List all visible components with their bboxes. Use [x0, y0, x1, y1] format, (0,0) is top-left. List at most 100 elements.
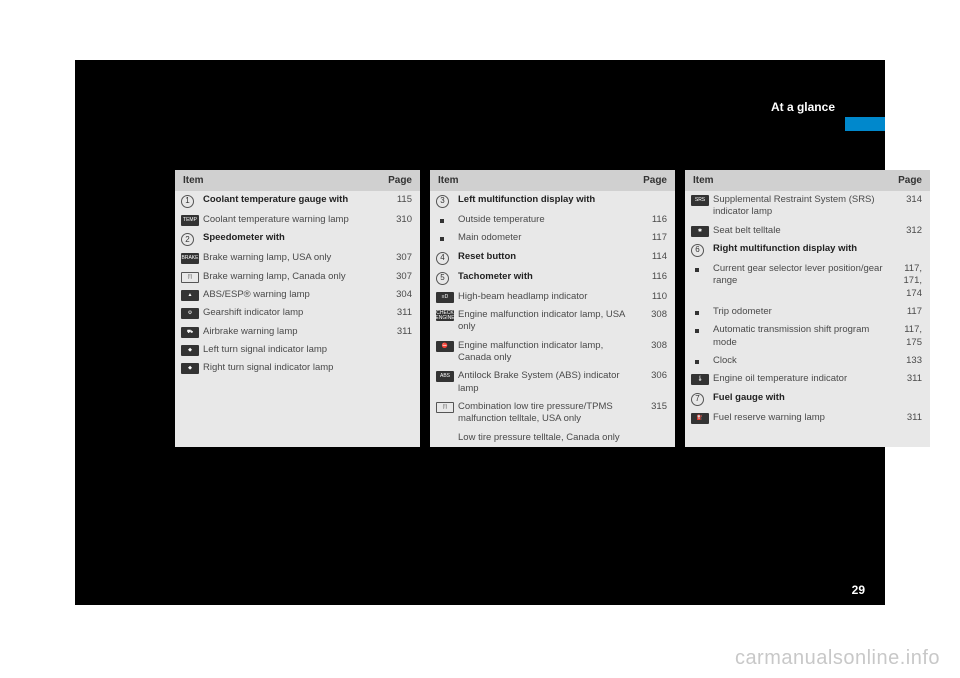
row-label: Combination low tire pressure/TPMS malfu… [458, 401, 633, 426]
reference-row: ⛽Fuel reserve warning lamp311 [685, 409, 930, 427]
indicator-icon: ⛟ [181, 327, 199, 338]
indicator-icon: (!) [436, 402, 454, 413]
row-marker: (!) [436, 401, 458, 413]
indicator-icon: TEMP [181, 215, 199, 226]
column-header: ItemPage [685, 170, 930, 191]
bullet-icon [440, 237, 444, 241]
row-label: Supplemental Restraint System (SRS) indi… [713, 194, 888, 219]
row-marker [436, 214, 458, 223]
reference-row: ⛟Airbrake warning lamp311 [175, 323, 420, 341]
row-marker: 3 [436, 194, 458, 208]
row-label: Seat belt telltale [713, 225, 888, 237]
reference-row: 6Right multifunction display with [685, 240, 930, 260]
row-page: 312 [888, 225, 922, 237]
row-marker: TEMP [181, 214, 203, 226]
reference-row: 3 Left multifunction display with [430, 191, 675, 211]
row-label: Left multifunction display with [458, 194, 633, 206]
row-page: 307 [378, 271, 412, 283]
columns-wrap: ItemPage 1 Coolant temperature gauge with 1… [175, 170, 930, 447]
reference-column: ItemPage1Coolant temperature gauge with1… [175, 170, 420, 447]
indicator-icon: SRS [691, 195, 709, 206]
reference-row: SRS Supplemental Restraint System (SRS) i… [685, 191, 930, 222]
row-label: Clock [713, 355, 888, 367]
row-page: 307 [378, 252, 412, 264]
indicator-icon: ⛔ [436, 341, 454, 352]
reference-row: 5Tachometer with116 [430, 268, 675, 288]
reference-row: ≡DHigh-beam headlamp indicator110 [430, 288, 675, 306]
reference-row: ⛔Engine malfunction indicator lamp, Cana… [430, 337, 675, 368]
reference-row: Clock133 [685, 352, 930, 370]
header-page-label: Page [377, 175, 412, 186]
row-page: 311 [378, 307, 412, 319]
reference-row: Current gear selector lever position/gea… [685, 260, 930, 303]
watermark: carmanualsonline.info [735, 647, 940, 670]
indicator-icon: ⛽ [691, 413, 709, 424]
row-page: 308 [633, 309, 667, 321]
reference-row: Main odometer117 [430, 229, 675, 247]
bullet-icon [695, 329, 699, 333]
row-page: 304 [378, 289, 412, 301]
indicator-icon: CHECK ENGINE [436, 310, 454, 321]
row-marker: 7 [691, 392, 713, 406]
reference-row: ◆ Right turn signal indicator lamp [175, 359, 420, 377]
row-label: Brake warning lamp, Canada only [203, 271, 378, 283]
reference-row: TEMPCoolant temperature warning lamp310 [175, 211, 420, 229]
row-marker: 2 [181, 232, 203, 246]
indicator-icon: ▲ [181, 290, 199, 301]
row-page: 117 [633, 232, 667, 244]
row-marker: 4 [436, 251, 458, 265]
row-page: 117 [888, 306, 922, 318]
row-marker: (!) [181, 271, 203, 283]
bullet-icon [695, 360, 699, 364]
bullet-icon [440, 219, 444, 223]
circled-number-icon: 6 [691, 244, 704, 257]
row-label: Trip odometer [713, 306, 888, 318]
indicator-icon: ◆ [181, 363, 199, 374]
header-page-label: Page [632, 175, 667, 186]
reference-row: ✱Seat belt telltale312 [685, 222, 930, 240]
row-marker: 5 [436, 271, 458, 285]
row-label: Engine oil temperature indicator [713, 373, 888, 385]
row-label: Main odometer [458, 232, 633, 244]
row-label: Automatic transmission shift program mod… [713, 324, 888, 349]
section-tab [845, 117, 885, 131]
row-label: Engine malfunction indicator lamp, USA o… [458, 309, 633, 334]
row-label: Gearshift indicator lamp [203, 307, 378, 319]
row-label: Right turn signal indicator lamp [203, 362, 378, 374]
circled-number-icon: 3 [436, 195, 449, 208]
reference-row: 2Speedometer with [175, 229, 420, 249]
bullet-icon [695, 268, 699, 272]
row-marker [691, 306, 713, 315]
row-marker [691, 355, 713, 364]
row-marker: ≡D [436, 291, 458, 303]
reference-row: CHECK ENGINE Engine malfunction indicator… [430, 306, 675, 337]
reference-row: 4Reset button114 [430, 248, 675, 268]
row-label: Fuel reserve warning lamp [713, 412, 888, 424]
row-marker: 1 [181, 194, 203, 208]
reference-row: ABSAntilock Brake System (ABS) indicator… [430, 367, 675, 398]
row-label: Coolant temperature gauge with [203, 194, 378, 206]
row-marker [436, 432, 458, 433]
row-label: High-beam headlamp indicator [458, 291, 633, 303]
row-marker: ⛟ [181, 326, 203, 338]
row-label: Current gear selector lever position/gea… [713, 263, 888, 288]
row-page: 306 [633, 370, 667, 382]
reference-row: Low tire pressure telltale, Canada only [430, 429, 675, 447]
row-page: 116 [633, 214, 667, 226]
circled-number-icon: 1 [181, 195, 194, 208]
row-label: Fuel gauge with [713, 392, 888, 404]
row-marker: ⚙ [181, 307, 203, 319]
row-label: Brake warning lamp, USA only [203, 252, 378, 264]
row-label: Airbrake warning lamp [203, 326, 378, 338]
page-frame: At a glance ItemPage1Coolant temperature… [75, 60, 885, 605]
row-page: 311 [888, 373, 922, 385]
indicator-icon: ◆ [181, 345, 199, 356]
row-label: Reset button [458, 251, 633, 263]
reference-column: ItemPage SRS Supplemental Restraint System… [685, 170, 930, 447]
reference-row: Outside temperature116 [430, 211, 675, 229]
bullet-icon [695, 311, 699, 315]
reference-row: ◆Left turn signal indicator lamp [175, 341, 420, 359]
reference-column: ItemPage3Left multifunction display with… [430, 170, 675, 447]
reference-row: Automatic transmission shift program mod… [685, 321, 930, 352]
row-marker [436, 232, 458, 241]
